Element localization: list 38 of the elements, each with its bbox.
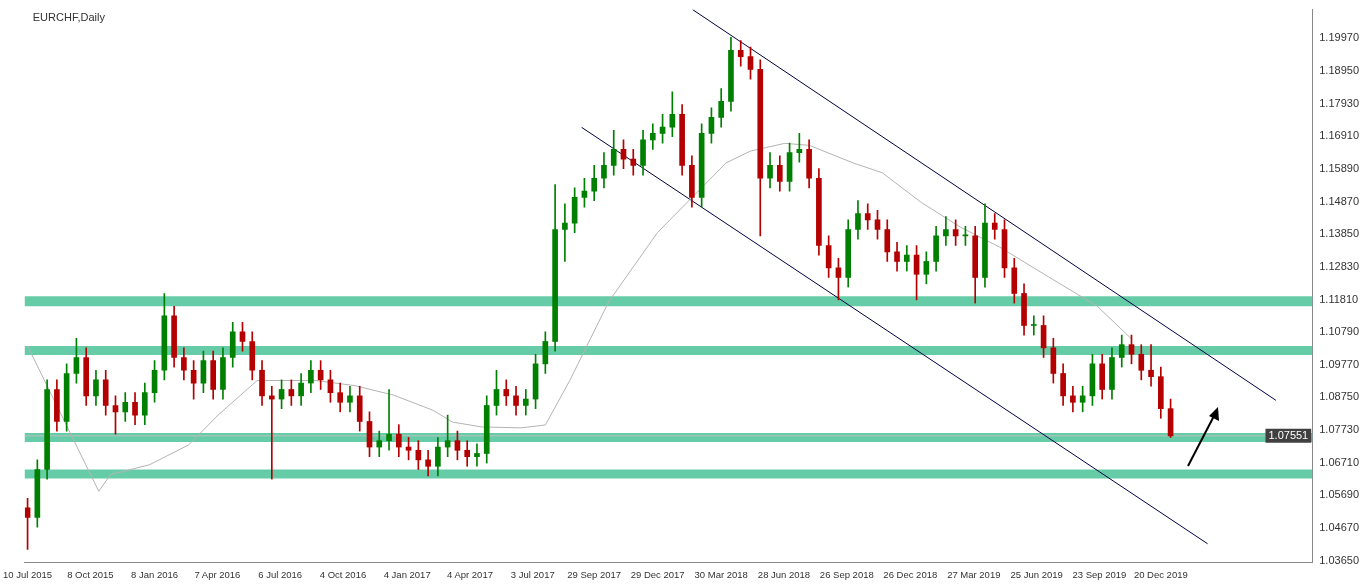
y-tick-label: 1.06710 [1319,455,1359,468]
x-tick-label: 30 Mar 2018 [694,568,748,580]
x-tick-label: 29 Dec 2017 [630,568,685,580]
y-tick-label: 1.07730 [1319,423,1359,436]
x-tick-label: 28 Jun 2018 [757,568,811,580]
y-tick-label: 1.13850 [1319,227,1359,240]
y-tick-label: 1.11810 [1319,292,1359,305]
x-tick-label: 23 Sep 2019 [1072,568,1127,580]
y-tick-label: 1.18950 [1319,64,1359,77]
y-tick-label: 1.16910 [1319,129,1359,142]
x-tick-label: 7 Apr 2016 [194,568,241,580]
x-tick-label: 29 Sep 2017 [567,568,622,580]
y-tick-label: 1.03650 [1319,553,1359,566]
y-tick-label: 1.09770 [1319,357,1359,370]
ref-line-label: 1.07551 [1268,428,1309,441]
x-tick-label: 8 Jan 2016 [131,568,179,580]
y-tick-label: 1.05690 [1319,488,1359,501]
chart-title: EURCHF,Daily [32,11,106,24]
y-tick-label: 1.19970 [1319,31,1359,44]
y-tick-label: 1.08750 [1319,390,1359,403]
x-tick-label: 27 Mar 2019 [947,568,1001,580]
x-tick-label: 10 Jul 2015 [3,568,53,580]
y-tick-label: 1.04670 [1319,521,1359,534]
x-tick-label: 8 Oct 2015 [67,568,114,580]
y-tick-label: 1.12830 [1319,259,1359,272]
x-tick-label: 26 Sep 2018 [819,568,874,580]
x-tick-label: 4 Oct 2016 [319,568,367,580]
y-tick-label: 1.14870 [1319,194,1359,207]
x-tick-label: 4 Jan 2017 [383,568,431,580]
x-tick-label: 25 Jun 2019 [1010,568,1063,580]
x-tick-label: 6 Jul 2016 [258,568,303,580]
y-tick-label: 1.10790 [1319,325,1359,338]
y-tick-label: 1.15890 [1319,162,1359,174]
x-tick-label: 4 Apr 2017 [447,568,493,580]
x-tick-label: 3 Jul 2017 [510,568,555,580]
x-tick-label: 26 Dec 2018 [883,568,938,580]
x-tick-label: 20 Dec 2019 [1133,568,1188,580]
y-tick-label: 1.17930 [1319,96,1359,109]
